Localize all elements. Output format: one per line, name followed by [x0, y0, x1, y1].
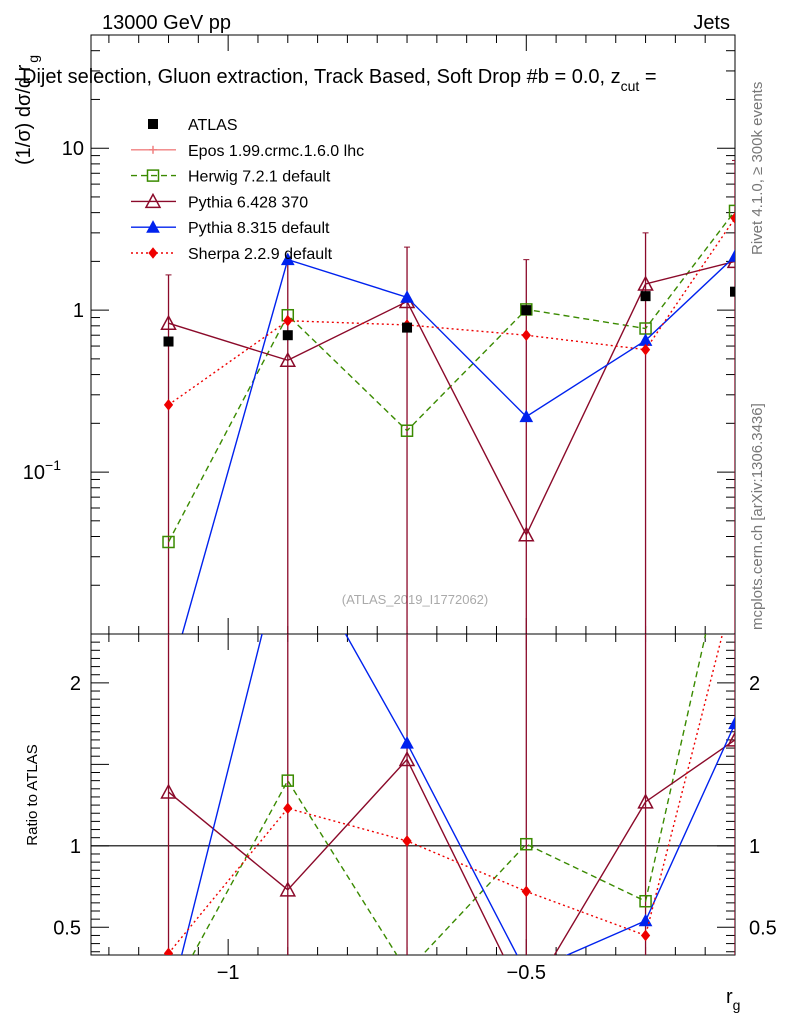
legend-label: Herwig 7.2.1 default	[188, 169, 331, 186]
ratio-point	[402, 966, 413, 977]
ratio-tick-label: 1	[70, 836, 81, 858]
series-line	[168, 260, 735, 537]
series-point	[728, 249, 735, 262]
legend-label: Pythia 6.428 370	[188, 194, 308, 211]
ratio-point	[726, 731, 735, 747]
energy-label: 13000 GeV pp	[102, 12, 231, 34]
y-tick-label: 10−1	[23, 457, 61, 484]
ratio-series-line	[167, 634, 724, 954]
legend-label: Sherpa 2.2.9 default	[188, 246, 333, 263]
ratio-point	[638, 913, 653, 927]
series-line	[168, 217, 735, 406]
ratio-y-axis-label: Ratio to ATLAS	[24, 744, 41, 845]
ratio-point	[160, 783, 177, 799]
ratio-series-line	[180, 634, 735, 955]
series-point	[279, 351, 297, 368]
series-point	[280, 252, 295, 266]
series-point	[637, 275, 654, 291]
x-axis-label: rg	[726, 986, 740, 1013]
ratio-tick-label: 0.5	[749, 917, 777, 939]
series-point	[400, 424, 414, 437]
legend-marker	[144, 192, 162, 209]
ratio-point	[163, 947, 174, 955]
ratio-point	[519, 995, 533, 1008]
ratio-point	[402, 835, 412, 847]
legend: ATLAS Epos 1.99.crmc.1.6.0 lhc Herwig 7.2.…	[131, 117, 364, 263]
ratio-point	[400, 736, 414, 749]
legend-marker	[146, 220, 160, 233]
plot-title: Dijet selection, Gluon extraction, Track…	[22, 66, 657, 94]
ratio-point	[163, 1001, 175, 1012]
data-point	[730, 286, 735, 297]
series-point	[730, 212, 735, 224]
ratio-point	[279, 881, 297, 897]
category-label: Jets	[693, 12, 730, 34]
series-point	[640, 343, 651, 356]
ratio-tick-label: 1	[749, 836, 760, 858]
data-point	[282, 330, 293, 341]
data-point	[640, 291, 651, 302]
ratio-frame	[90, 633, 736, 956]
x-tick-label: −1	[217, 962, 240, 984]
ratio-series-line	[168, 739, 735, 955]
main-plot: 10 1 10−1	[23, 34, 736, 635]
series-line	[181, 255, 735, 634]
ratio-tick-label: 0.5	[53, 917, 81, 939]
ratio-point	[521, 885, 531, 898]
ratio-series-layer	[160, 634, 735, 1012]
ratio-point	[637, 793, 654, 809]
legend-marker	[146, 169, 160, 182]
ratio-series-line	[191, 634, 707, 955]
series-point	[163, 399, 174, 411]
data-point	[402, 322, 413, 333]
series-point	[728, 204, 735, 218]
ratio-point	[728, 716, 735, 730]
y-tick-label: 10	[62, 138, 84, 160]
main-series-layer	[160, 159, 735, 634]
series-point	[283, 314, 293, 327]
analysis-watermark: (ATLAS_2019_I1772062)	[342, 592, 488, 607]
ratio-point	[398, 750, 416, 767]
y-axis-label: (1/σ) dσ/d rg	[13, 55, 41, 165]
series-point	[518, 526, 535, 542]
mcplots-label: mcplots.cern.ch [arXiv:1306.3436]	[749, 403, 766, 630]
legend-label: Epos 1.99.crmc.1.6.0 lhc	[188, 143, 364, 160]
ratio-point	[281, 774, 295, 787]
legend-label: ATLAS	[188, 117, 238, 134]
data-point	[163, 336, 174, 347]
y-tick-label: 1	[73, 300, 84, 322]
legend-label: Pythia 8.315 default	[188, 220, 330, 237]
series-point	[400, 290, 414, 303]
ratio-point	[640, 929, 651, 942]
ratio-point	[520, 837, 533, 851]
ratio-point	[283, 802, 293, 815]
rivet-label: Rivet 4.1.0, ≥ 300k events	[749, 82, 766, 255]
ratio-point	[163, 994, 174, 1005]
legend-marker	[148, 247, 158, 259]
data-point	[521, 305, 532, 316]
series-line	[167, 210, 735, 543]
series-point	[521, 329, 531, 342]
legend-marker	[148, 119, 158, 129]
ratio-tick-label: 2	[749, 673, 760, 695]
series-point	[160, 314, 177, 330]
ratio-plot: 2 2 1 1 0.5 0.5 −1 −0.5	[53, 633, 777, 1012]
ratio-tick-label: 2	[70, 673, 81, 695]
x-tick-label: −0.5	[507, 962, 546, 984]
series-point	[519, 409, 534, 423]
ratio-point	[639, 894, 652, 908]
series-point	[162, 535, 175, 549]
